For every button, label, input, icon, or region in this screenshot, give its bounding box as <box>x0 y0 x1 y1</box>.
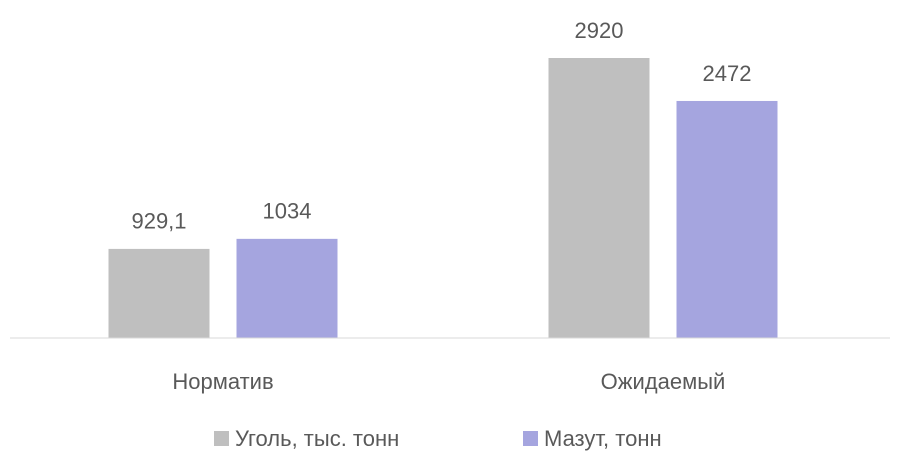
value-label: 2920 <box>575 18 624 43</box>
legend-swatch <box>214 431 229 446</box>
legend-label: Мазут, тонн <box>544 426 662 451</box>
value-label: 1034 <box>263 199 312 224</box>
value-label: 929,1 <box>131 209 186 234</box>
bar <box>236 238 338 338</box>
value-label: 2472 <box>703 61 752 86</box>
bar <box>108 248 210 338</box>
bar <box>676 100 778 339</box>
legend-swatch <box>523 431 538 446</box>
legend-label: Уголь, тыс. тонн <box>235 426 399 451</box>
bar <box>548 58 650 338</box>
x-tick-label: Ожидаемый <box>601 369 726 394</box>
x-tick-label: Норматив <box>172 369 273 394</box>
